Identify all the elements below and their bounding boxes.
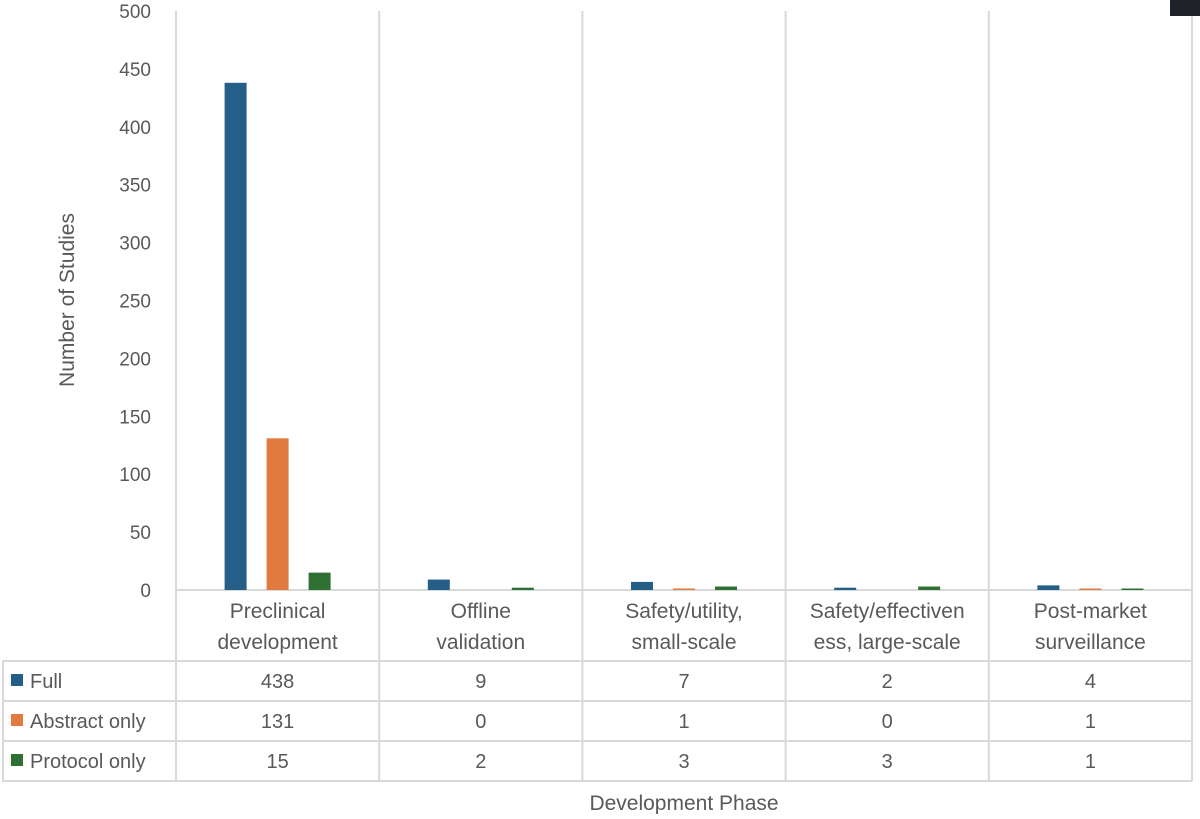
legend-swatch <box>11 674 23 686</box>
bar <box>224 82 247 591</box>
category-label: Post-market <box>1034 600 1147 623</box>
window-corner <box>1170 0 1200 16</box>
category-label: Safety/effectiven <box>810 600 965 623</box>
table-cell-value: 4 <box>1085 671 1096 693</box>
table-cell-value: 2 <box>882 671 893 693</box>
bar <box>266 438 289 590</box>
table-cell-value: 1 <box>1085 751 1096 773</box>
bar <box>834 587 857 590</box>
table-cell-value: 0 <box>475 711 486 733</box>
y-tick-label: 100 <box>119 465 151 486</box>
table-cell-value: 1 <box>678 711 689 733</box>
category-label: small-scale <box>631 631 736 654</box>
category-label: ess, large-scale <box>814 631 961 654</box>
bar <box>1079 588 1102 590</box>
legend-label: Full <box>30 671 62 693</box>
x-axis-title: Development Phase <box>589 792 778 814</box>
category-label: Offline <box>451 600 511 623</box>
y-tick-label: 200 <box>119 349 151 370</box>
table-cell-value: 7 <box>678 671 689 693</box>
table-cell-value: 0 <box>882 711 893 733</box>
table-cell-value: 131 <box>261 711 294 733</box>
legend-swatch <box>11 714 23 726</box>
category-label: development <box>217 631 337 654</box>
bar <box>1121 588 1144 590</box>
bar <box>1037 585 1060 590</box>
table-cell-value: 438 <box>261 671 294 693</box>
y-tick-label: 50 <box>130 523 151 544</box>
y-axis-title: Number of Studies <box>56 213 79 387</box>
category-label: Safety/utility, <box>625 600 743 623</box>
table-cell-value: 3 <box>678 751 689 773</box>
legend-label: Protocol only <box>30 751 146 773</box>
category-label: surveillance <box>1035 631 1146 654</box>
legend-swatch <box>11 754 23 766</box>
bar <box>308 572 331 590</box>
y-tick-label: 0 <box>140 581 151 602</box>
bar <box>673 588 695 590</box>
y-tick-label: 400 <box>119 118 151 139</box>
bar <box>631 581 653 590</box>
y-tick-label: 500 <box>119 2 151 23</box>
table-cell-value: 9 <box>475 671 486 693</box>
y-tick-label: 350 <box>119 176 151 197</box>
bar <box>511 587 534 590</box>
table-cell-value: 3 <box>882 751 893 773</box>
table-cell-value: 1 <box>1085 711 1096 733</box>
bar <box>918 586 941 590</box>
y-tick-label: 300 <box>119 234 151 255</box>
y-tick-label: 150 <box>119 407 151 428</box>
table-cell-value: 15 <box>266 751 288 773</box>
y-tick-label: 250 <box>119 292 151 313</box>
category-label: validation <box>436 631 525 654</box>
bar <box>427 579 450 590</box>
table-cell-value: 2 <box>475 751 486 773</box>
legend-label: Abstract only <box>30 711 146 733</box>
bar <box>715 586 737 590</box>
category-label: Preclinical <box>230 600 326 623</box>
y-tick-label: 450 <box>119 60 151 81</box>
